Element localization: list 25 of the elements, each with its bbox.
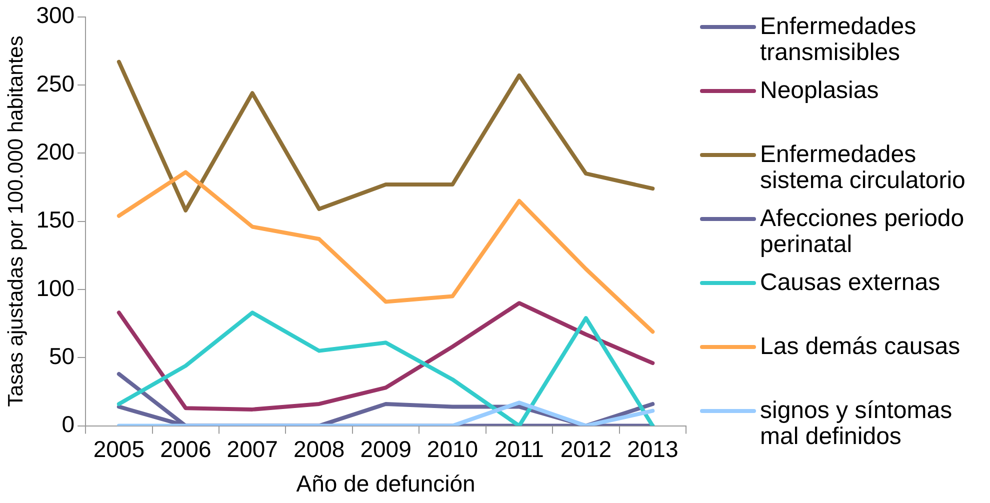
y-tick-label: 100 — [36, 274, 75, 301]
x-tick-label: 2011 — [494, 436, 544, 462]
y-tick-label: 50 — [48, 342, 75, 369]
legend-label: signos y síntomas mal definidos — [760, 397, 954, 450]
x-tick-label: 2005 — [93, 436, 145, 462]
legend-label: Enfermedades sistema circulatorio — [760, 141, 966, 194]
y-tick-label: 300 — [36, 2, 75, 28]
x-tick-label: 2007 — [226, 436, 278, 462]
x-tick-label: 2008 — [293, 436, 345, 462]
legend-label: Afecciones periodo perinatal — [760, 205, 966, 258]
y-tick-label: 200 — [36, 138, 75, 164]
x-axis-title: Año de defunción — [296, 470, 476, 497]
legend-label: Enfermedades transmisibles — [760, 13, 918, 66]
y-tick-label: 150 — [36, 206, 75, 233]
y-axis-title: Tasas ajustadas por 100.000 habitantes — [4, 36, 28, 407]
x-tick-label: 2013 — [627, 436, 678, 462]
x-tick-label: 2012 — [560, 436, 612, 462]
x-tick-label: 2006 — [160, 436, 212, 462]
y-tick-label: 250 — [36, 70, 75, 96]
x-tick-label: 2009 — [360, 436, 412, 462]
legend-label: Neoplasias — [760, 77, 879, 104]
legend-label: Causas externas — [760, 269, 940, 296]
x-tick-label: 2010 — [426, 436, 478, 462]
legend-label: Las demás causas — [760, 333, 960, 360]
y-tick-label: 0 — [62, 411, 75, 438]
